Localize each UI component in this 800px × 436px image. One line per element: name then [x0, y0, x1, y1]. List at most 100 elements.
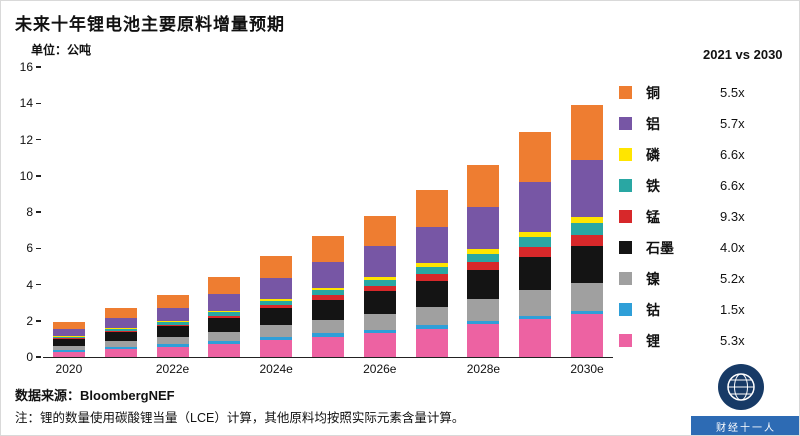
legend-swatch	[619, 179, 632, 192]
bar-segment-镍	[156, 337, 189, 345]
bar-segment-铜	[208, 277, 241, 295]
bar-stack	[363, 67, 396, 357]
bar-segment-镍	[208, 332, 241, 341]
bar-segment-磷	[208, 310, 241, 313]
bar-segment-铝	[52, 329, 85, 337]
bar-segment-铜	[260, 255, 293, 278]
bar-segment-锰	[415, 274, 448, 281]
bar-segment-锂	[467, 324, 500, 357]
bar-segment-铝	[571, 160, 604, 217]
bar-segment-铁	[467, 253, 500, 263]
y-tick-mark	[36, 247, 41, 249]
bar-segment-磷	[260, 298, 293, 301]
y-tick-label: 0	[26, 350, 41, 364]
bar-segment-石墨	[260, 308, 293, 326]
legend-multiplier: 6.6x	[720, 147, 745, 162]
x-tick-label	[302, 362, 354, 376]
y-tick-mark	[36, 138, 41, 141]
bar-segment-钴	[571, 310, 604, 314]
legend-row-锰: 锰 9.3x	[619, 201, 745, 232]
bar-segment-锂	[363, 332, 396, 357]
bar-segment-锰	[260, 305, 293, 309]
y-tick-label: 12	[20, 133, 41, 147]
bar-segment-钴	[104, 346, 137, 349]
bar-segment-铜	[519, 132, 552, 182]
legend-swatch	[619, 148, 632, 161]
bar-segment-钴	[415, 325, 448, 329]
legend-row-镍: 镍 5.2x	[619, 263, 745, 294]
legend-label: 铁	[646, 177, 660, 194]
bar-column-2021	[95, 67, 147, 357]
bar-stack	[415, 67, 448, 357]
bar-segment-镍	[519, 290, 552, 316]
x-tick-label	[198, 362, 250, 376]
bar-segment-钴	[156, 344, 189, 347]
legend-row-石墨: 石墨 4.0x	[619, 232, 745, 263]
legend-multiplier: 6.6x	[720, 178, 745, 193]
page-title: 未来十年锂电池主要原料增量预期	[15, 15, 285, 34]
y-tick-mark	[36, 211, 41, 213]
bar-segment-铁	[571, 222, 604, 235]
bar-segment-石墨	[571, 246, 604, 283]
bar-segment-锂	[260, 339, 293, 357]
bar-segment-石墨	[311, 299, 344, 320]
bar-segment-铝	[519, 181, 552, 232]
bar-segment-锂	[519, 318, 552, 357]
bar-segment-锰	[156, 324, 189, 327]
legend-header: 2021 vs 2030	[703, 47, 783, 62]
bar-stack	[208, 67, 241, 357]
bar-segment-镍	[415, 306, 448, 326]
bar-segment-镍	[260, 325, 293, 337]
bar-segment-钴	[467, 320, 500, 325]
bar-segment-锰	[467, 262, 500, 271]
plot-area	[43, 67, 613, 357]
bar-segment-铝	[311, 261, 344, 288]
publisher-logo	[715, 364, 767, 410]
bar-column-2022e	[147, 67, 199, 357]
data-source: 数据来源：BloombergNEF	[15, 388, 175, 403]
legend-swatch	[619, 210, 632, 223]
bar-column-2024e	[250, 67, 302, 357]
bar-segment-锰	[571, 234, 604, 247]
legend-label: 磷	[646, 146, 660, 163]
legend-label: 锰	[646, 208, 660, 225]
bar-segment-锰	[104, 330, 137, 333]
y-tick-label: 16	[20, 60, 41, 74]
bar-stack	[571, 67, 604, 357]
bar-segment-镍	[311, 319, 344, 334]
legend-swatch	[619, 272, 632, 285]
bar-segment-钴	[519, 315, 552, 319]
bar-segment-石墨	[156, 326, 189, 338]
bar-segment-铝	[260, 277, 293, 299]
legend-swatch	[619, 303, 632, 316]
bar-segment-石墨	[415, 280, 448, 307]
bar-column-2030e	[561, 67, 613, 357]
bar-segment-铁	[415, 266, 448, 275]
bar-segment-铜	[415, 190, 448, 227]
legend-label: 钴	[646, 301, 660, 318]
legend-multiplier: 9.3x	[720, 209, 745, 224]
bar-segment-磷	[519, 231, 552, 237]
bar-segment-铁	[311, 290, 344, 296]
bar-segment-钴	[52, 349, 85, 352]
x-tick-label	[406, 362, 458, 376]
x-tick-label: 2022e	[155, 362, 190, 376]
legend-multiplier: 5.5x	[720, 85, 745, 100]
legend-row-铝: 铝 5.7x	[619, 108, 745, 139]
y-axis: 0 2 4 6 8 10 12 14 16	[1, 60, 41, 364]
bar-segment-磷	[52, 336, 85, 337]
bar-segment-铜	[156, 295, 189, 309]
bar-segment-磷	[467, 249, 500, 254]
legend-row-锂: 锂 5.3x	[619, 325, 745, 356]
bar-stack	[467, 67, 500, 357]
bar-segment-锂	[571, 313, 604, 357]
y-tick-mark	[36, 175, 41, 177]
bar-segment-镍	[104, 341, 137, 347]
legend-label: 铜	[646, 84, 660, 101]
bar-segment-锰	[363, 285, 396, 291]
legend-row-磷: 磷 6.6x	[619, 139, 745, 170]
bar-stack	[104, 67, 137, 357]
bar-segment-石墨	[363, 290, 396, 314]
legend-row-钴: 钴 1.5x	[619, 294, 745, 325]
bar-segment-铜	[52, 321, 85, 330]
